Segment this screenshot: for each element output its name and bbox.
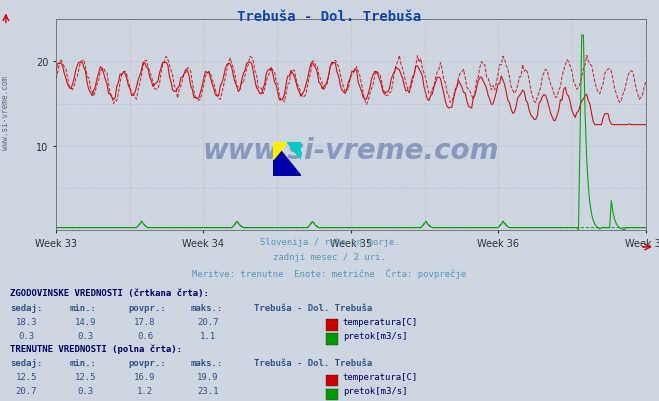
Text: ZGODOVINSKE VREDNOSTI (črtkana črta):: ZGODOVINSKE VREDNOSTI (črtkana črta):	[10, 288, 209, 297]
Polygon shape	[287, 142, 301, 159]
Text: 12.5: 12.5	[75, 372, 96, 381]
Text: 12.5: 12.5	[16, 372, 37, 381]
Text: 0.3: 0.3	[78, 386, 94, 395]
Text: temperatura[C]: temperatura[C]	[343, 372, 418, 381]
Text: 20.7: 20.7	[16, 386, 37, 395]
Text: Slovenija / reke in morje.: Slovenija / reke in morje.	[260, 237, 399, 246]
Text: Trebuša - Dol. Trebuša: Trebuša - Dol. Trebuša	[254, 303, 372, 312]
Text: Meritve: trenutne  Enote: metrične  Črta: povprečje: Meritve: trenutne Enote: metrične Črta: …	[192, 268, 467, 278]
Text: www.si-vreme.com: www.si-vreme.com	[1, 75, 10, 149]
Text: 19.9: 19.9	[197, 372, 218, 381]
Text: 0.6: 0.6	[137, 331, 153, 340]
Text: 17.8: 17.8	[134, 317, 156, 326]
Polygon shape	[273, 142, 287, 159]
Text: 1.2: 1.2	[137, 386, 153, 395]
Polygon shape	[287, 142, 301, 159]
Text: povpr.:: povpr.:	[129, 358, 166, 367]
Text: min.:: min.:	[69, 303, 96, 312]
Text: Trebuša - Dol. Trebuša: Trebuša - Dol. Trebuša	[237, 10, 422, 24]
Text: min.:: min.:	[69, 358, 96, 367]
Text: www.si-vreme.com: www.si-vreme.com	[203, 137, 499, 164]
Text: povpr.:: povpr.:	[129, 303, 166, 312]
Text: temperatura[C]: temperatura[C]	[343, 317, 418, 326]
Text: sedaj:: sedaj:	[10, 303, 42, 312]
Text: 0.3: 0.3	[18, 331, 34, 340]
Text: Trebuša - Dol. Trebuša: Trebuša - Dol. Trebuša	[254, 358, 372, 367]
Text: 14.9: 14.9	[75, 317, 96, 326]
Text: 16.9: 16.9	[134, 372, 156, 381]
Text: sedaj:: sedaj:	[10, 358, 42, 367]
Text: 0.3: 0.3	[78, 331, 94, 340]
Polygon shape	[273, 142, 301, 176]
Text: zadnji mesec / 2 uri.: zadnji mesec / 2 uri.	[273, 253, 386, 261]
Text: TRENUTNE VREDNOSTI (polna črta):: TRENUTNE VREDNOSTI (polna črta):	[10, 344, 182, 353]
Text: maks.:: maks.:	[191, 303, 223, 312]
Text: 20.7: 20.7	[197, 317, 218, 326]
Text: 1.1: 1.1	[200, 331, 215, 340]
Text: 18.3: 18.3	[16, 317, 37, 326]
Text: pretok[m3/s]: pretok[m3/s]	[343, 331, 407, 340]
Text: maks.:: maks.:	[191, 358, 223, 367]
Text: pretok[m3/s]: pretok[m3/s]	[343, 386, 407, 395]
Text: 23.1: 23.1	[197, 386, 218, 395]
